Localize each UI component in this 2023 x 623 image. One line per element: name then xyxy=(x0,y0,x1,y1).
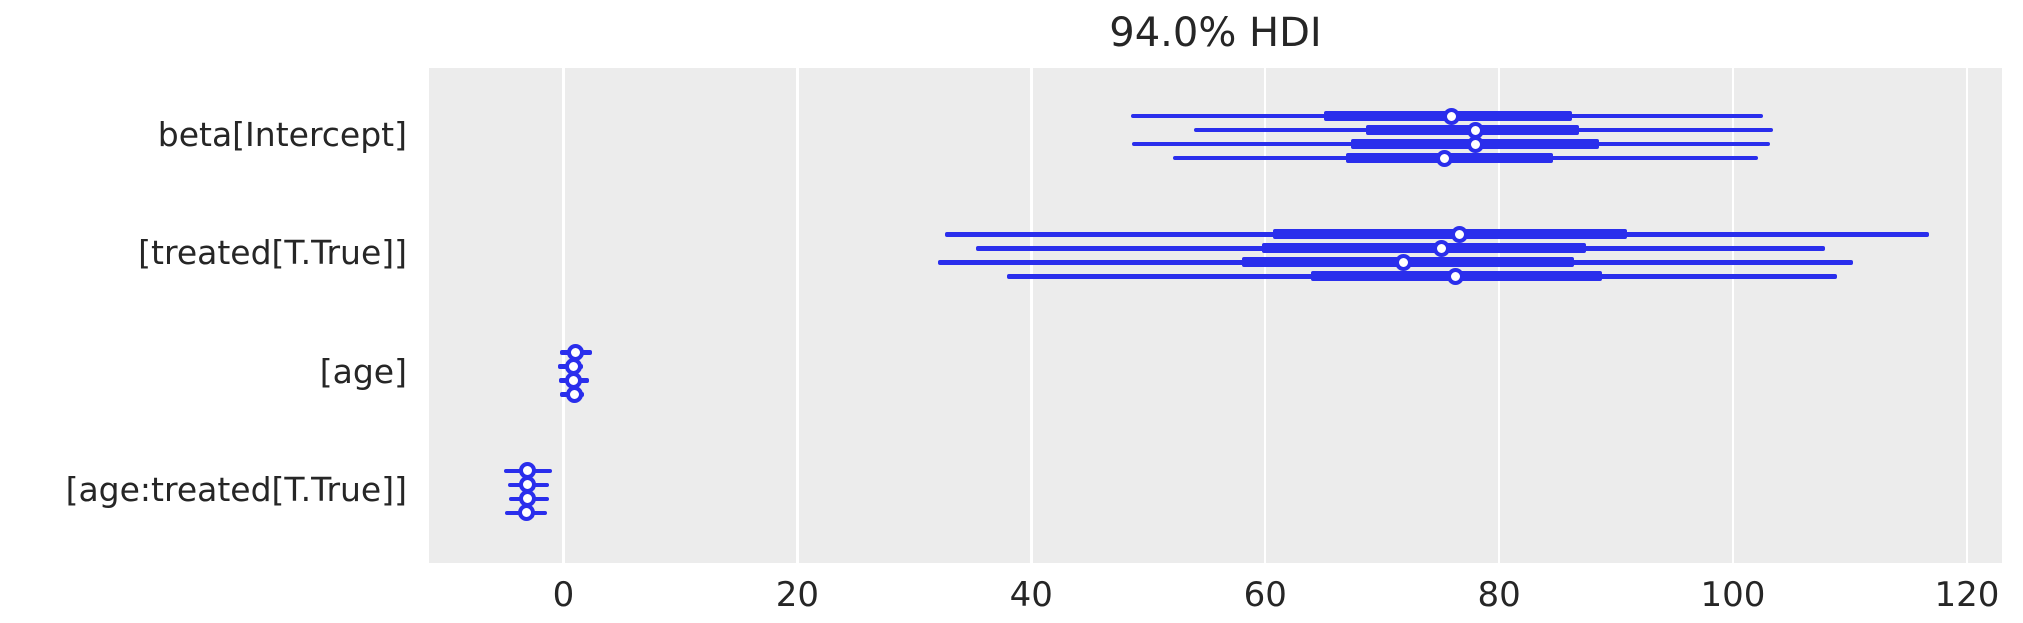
point-estimate-marker xyxy=(565,386,583,404)
point-estimate-marker xyxy=(1467,135,1485,153)
gridline-x-40 xyxy=(1030,68,1033,563)
point-estimate-marker xyxy=(1447,267,1465,285)
point-estimate-marker xyxy=(518,504,536,522)
y-label-2: [age] xyxy=(319,351,407,391)
x-tick-label-120: 120 xyxy=(1934,575,2000,615)
plot-area xyxy=(429,68,2002,563)
gridline-x-20 xyxy=(796,68,799,563)
y-label-1: [treated[T.True]] xyxy=(138,233,407,273)
x-tick-label-20: 20 xyxy=(775,575,820,615)
x-tick-label-0: 0 xyxy=(552,575,575,615)
x-tick-label-40: 40 xyxy=(1009,575,1053,615)
gridline-x-120 xyxy=(1965,68,1969,563)
quartile-line xyxy=(1273,229,1627,240)
gridline-x-60 xyxy=(1263,68,1267,563)
point-estimate-marker xyxy=(1394,253,1412,271)
y-label-3: [age:treated[T.True]] xyxy=(65,469,407,509)
gridline-x-100 xyxy=(1731,68,1735,563)
gridline-x-80 xyxy=(1497,68,1501,563)
point-estimate-marker xyxy=(1442,107,1460,125)
quartile-line xyxy=(1261,243,1586,254)
x-tick-label-100: 100 xyxy=(1700,575,1766,615)
point-estimate-marker xyxy=(1433,239,1451,257)
plot-title: 94.0% HDI xyxy=(1109,10,1322,56)
x-tick-label-60: 60 xyxy=(1243,575,1287,615)
point-estimate-marker xyxy=(1450,225,1468,243)
gridline-x-0 xyxy=(562,68,565,563)
point-estimate-marker xyxy=(1435,149,1453,167)
y-label-0: beta[Intercept] xyxy=(157,115,407,154)
x-tick-label-80: 80 xyxy=(1477,575,1521,615)
